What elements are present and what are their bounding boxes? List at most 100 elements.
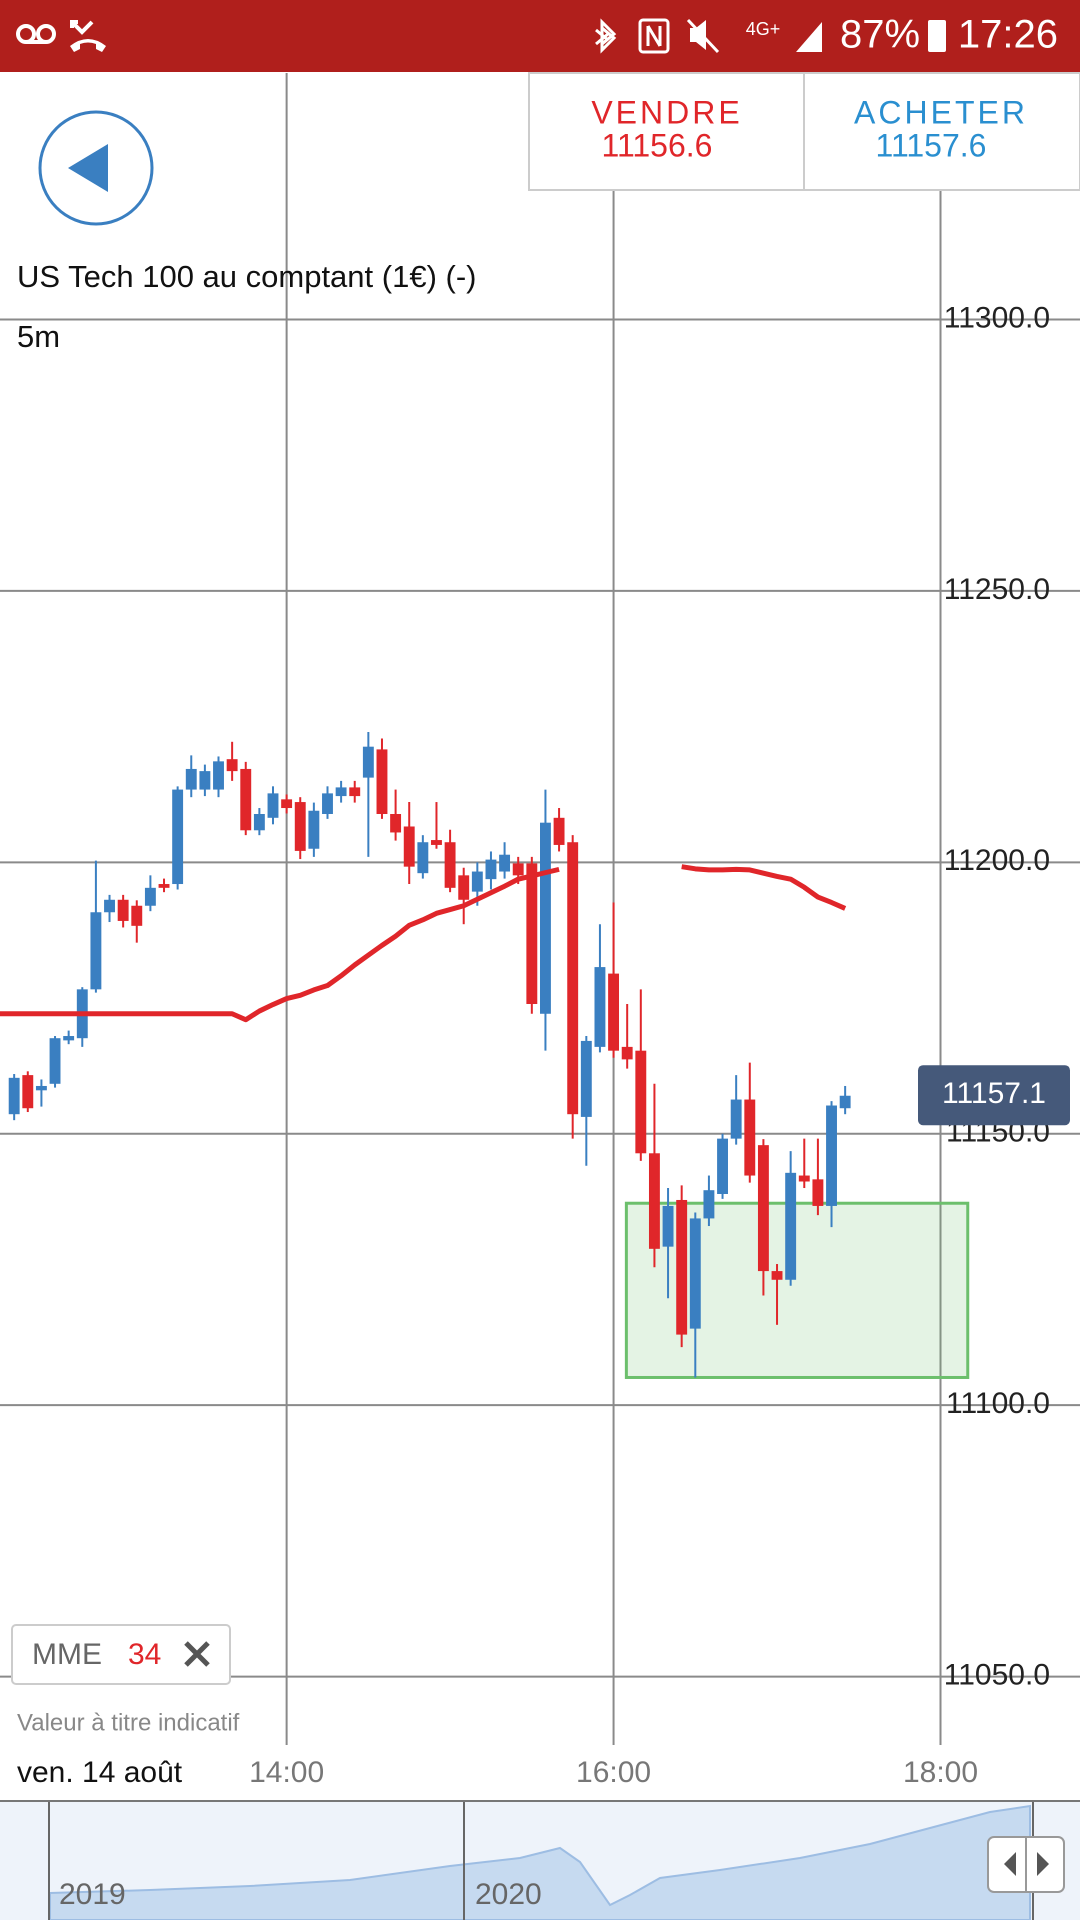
candle-body (798, 1175, 810, 1182)
chart-subtitle: 5m (17, 319, 60, 354)
candle-body (390, 814, 402, 833)
buy-price: 11157.6 (876, 127, 987, 163)
candle-body (226, 759, 238, 772)
candle-body (349, 787, 361, 797)
candle-body (376, 749, 388, 814)
candle-body (785, 1172, 797, 1280)
candle-body (22, 1075, 34, 1109)
indicator-name: MME (32, 1638, 102, 1671)
candle-body (730, 1099, 742, 1139)
candle-body (8, 1077, 20, 1115)
candle-body (335, 787, 347, 797)
candle-body (608, 973, 620, 1051)
candle-body (717, 1138, 728, 1194)
candle-body (526, 863, 538, 1004)
candle-body (689, 1218, 701, 1329)
x-tick-label: 14:00 (249, 1756, 324, 1789)
y-tick-label: 11300.0 (944, 301, 1050, 334)
candle-body (553, 817, 565, 845)
candle-body (757, 1145, 769, 1272)
candle-body (512, 863, 524, 876)
battery-level: 87% (840, 13, 920, 57)
y-tick-label: 11050.0 (944, 1659, 1050, 1692)
candle-body (635, 1050, 647, 1154)
candle-body (594, 967, 606, 1047)
date-label: ven. 14 août (17, 1756, 183, 1789)
navigator-label: 2020 (475, 1878, 542, 1911)
candle-body (485, 859, 497, 880)
candle-body (540, 822, 551, 1014)
buy-label: ACHETER (854, 94, 1028, 130)
candle-body (144, 887, 156, 906)
candle-body (49, 1038, 61, 1084)
indicator-period: 34 (128, 1638, 161, 1671)
candle-body (281, 799, 293, 809)
candle-body (35, 1085, 47, 1091)
candle-body (104, 899, 115, 913)
status-icons-left (16, 20, 106, 52)
candle-body (253, 814, 265, 831)
network-type: 4G+ (746, 19, 781, 39)
navigator-label: 2019 (59, 1878, 126, 1911)
candle-body (158, 884, 170, 888)
y-tick-label: 11100.0 (946, 1387, 1050, 1420)
date-background (0, 1750, 214, 1796)
navigator-preview (49, 1804, 1031, 1920)
candle-body (580, 1040, 592, 1117)
back-button[interactable] (38, 110, 154, 226)
y-tick-label: 11200.0 (944, 844, 1050, 877)
candle-body (362, 746, 374, 778)
buy-button[interactable] (803, 72, 1080, 191)
indicator-line (0, 864, 847, 1023)
candle-body (567, 842, 579, 1115)
candle-body (826, 1105, 837, 1206)
disclaimer: Valeur à titre indicatif (17, 1709, 240, 1736)
candle-body (322, 793, 333, 814)
candle-body (240, 768, 252, 831)
candle-body (703, 1190, 715, 1219)
status-icons-right (595, 18, 946, 54)
candle-body (471, 871, 483, 892)
last-price-label: 11157.1 (942, 1077, 1046, 1110)
candle-body (294, 802, 306, 851)
clock: 17:26 (958, 13, 1058, 57)
candle-body (499, 854, 511, 872)
candle-body (744, 1099, 756, 1176)
grid (0, 73, 1080, 1745)
candle-body (771, 1271, 783, 1280)
candle-body (403, 826, 415, 867)
sell-label: VENDRE (591, 94, 742, 130)
candle-body (812, 1179, 824, 1206)
candle-body (199, 771, 211, 790)
last-price-tag (918, 1065, 1070, 1126)
candle-body (417, 842, 429, 874)
candle-body (90, 912, 102, 990)
candle-body (648, 1153, 660, 1249)
x-tick-label: 18:00 (903, 1756, 978, 1789)
indicator-chip[interactable] (11, 1624, 231, 1685)
candle-body (676, 1199, 688, 1335)
chart-title: US Tech 100 au comptant (1€) (-) (17, 259, 476, 294)
candle-body (662, 1205, 674, 1247)
candle-body (267, 793, 279, 818)
status-bar (0, 0, 1080, 72)
candle-body (131, 905, 143, 926)
x-tick-label: 16:00 (576, 1756, 651, 1789)
candle-body (621, 1046, 633, 1060)
candle-body (839, 1095, 851, 1109)
candle-body (444, 842, 456, 888)
candle-body (458, 875, 470, 900)
y-tick-label: 11250.0 (944, 573, 1050, 606)
candle-body (172, 789, 184, 885)
plot: 11050.011100.011150.011200.011250.011300… (0, 301, 1070, 1692)
candle-body (63, 1036, 75, 1041)
candle-body (117, 899, 129, 921)
candle-body (308, 810, 320, 849)
candle-body (185, 768, 197, 790)
candle-body (213, 761, 224, 790)
navigator-arrows[interactable] (987, 1836, 1065, 1893)
candle-body (431, 840, 442, 845)
sell-price: 11156.6 (602, 127, 713, 163)
